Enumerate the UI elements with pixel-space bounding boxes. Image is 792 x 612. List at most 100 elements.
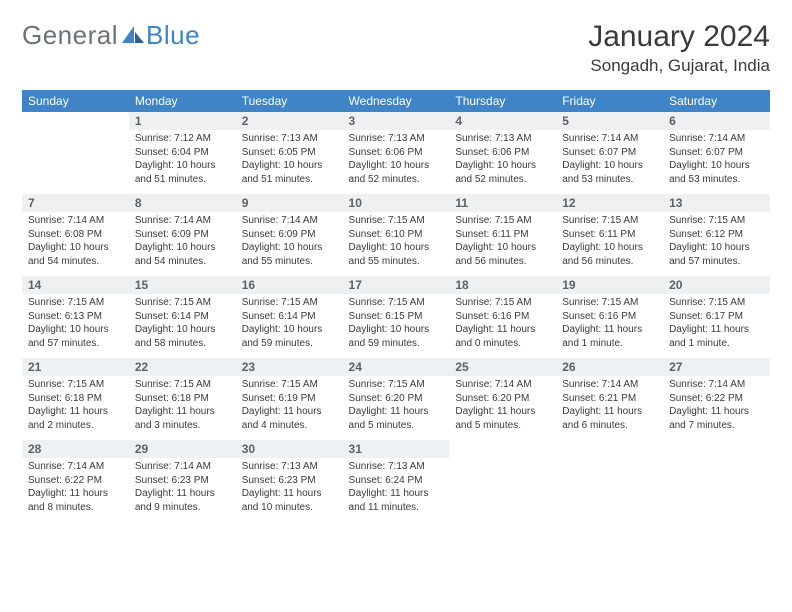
- day-number-cell: 10: [343, 194, 450, 212]
- page-header: General Blue January 2024 Songadh, Gujar…: [22, 20, 770, 76]
- day-content-cell: Sunrise: 7:14 AMSunset: 6:21 PMDaylight:…: [556, 376, 663, 440]
- day-content-cell: [556, 458, 663, 522]
- day-content-cell: Sunrise: 7:15 AMSunset: 6:17 PMDaylight:…: [663, 294, 770, 358]
- sunset-line: Sunset: 6:21 PM: [562, 392, 657, 406]
- sunset-line: Sunset: 6:19 PM: [242, 392, 337, 406]
- sunset-line: Sunset: 6:20 PM: [455, 392, 550, 406]
- day-number-cell: 19: [556, 276, 663, 294]
- day-content-cell: Sunrise: 7:13 AMSunset: 6:06 PMDaylight:…: [449, 130, 556, 194]
- daylight-line: Daylight: 10 hours and 53 minutes.: [669, 159, 764, 186]
- sunset-line: Sunset: 6:18 PM: [28, 392, 123, 406]
- title-block: January 2024 Songadh, Gujarat, India: [588, 20, 770, 76]
- day-number-cell: 9: [236, 194, 343, 212]
- day-content-cell: Sunrise: 7:15 AMSunset: 6:10 PMDaylight:…: [343, 212, 450, 276]
- day-number-row: 28293031: [22, 440, 770, 458]
- brand-sail-icon: [122, 26, 144, 49]
- day-content-cell: Sunrise: 7:15 AMSunset: 6:11 PMDaylight:…: [449, 212, 556, 276]
- sunset-line: Sunset: 6:16 PM: [562, 310, 657, 324]
- day-number-cell: 11: [449, 194, 556, 212]
- day-content-cell: Sunrise: 7:15 AMSunset: 6:12 PMDaylight:…: [663, 212, 770, 276]
- day-header: Tuesday: [236, 90, 343, 112]
- sunrise-line: Sunrise: 7:15 AM: [28, 378, 123, 392]
- day-number-cell: 13: [663, 194, 770, 212]
- daylight-line: Daylight: 10 hours and 57 minutes.: [28, 323, 123, 350]
- sunrise-line: Sunrise: 7:15 AM: [669, 214, 764, 228]
- sunrise-line: Sunrise: 7:12 AM: [135, 132, 230, 146]
- daylight-line: Daylight: 10 hours and 55 minutes.: [349, 241, 444, 268]
- sunrise-line: Sunrise: 7:14 AM: [135, 214, 230, 228]
- daylight-line: Daylight: 11 hours and 6 minutes.: [562, 405, 657, 432]
- day-content-cell: Sunrise: 7:14 AMSunset: 6:23 PMDaylight:…: [129, 458, 236, 522]
- sunset-line: Sunset: 6:11 PM: [562, 228, 657, 242]
- day-number-cell: [663, 440, 770, 458]
- sunrise-line: Sunrise: 7:13 AM: [242, 460, 337, 474]
- daylight-line: Daylight: 10 hours and 56 minutes.: [562, 241, 657, 268]
- daylight-line: Daylight: 10 hours and 52 minutes.: [455, 159, 550, 186]
- day-number-cell: 7: [22, 194, 129, 212]
- day-number-cell: [22, 112, 129, 130]
- day-content-cell: Sunrise: 7:15 AMSunset: 6:18 PMDaylight:…: [129, 376, 236, 440]
- sunrise-line: Sunrise: 7:15 AM: [135, 296, 230, 310]
- daylight-line: Daylight: 11 hours and 1 minute.: [669, 323, 764, 350]
- day-content-row: Sunrise: 7:12 AMSunset: 6:04 PMDaylight:…: [22, 130, 770, 194]
- day-content-cell: Sunrise: 7:14 AMSunset: 6:09 PMDaylight:…: [236, 212, 343, 276]
- sunset-line: Sunset: 6:22 PM: [669, 392, 764, 406]
- day-number-cell: 25: [449, 358, 556, 376]
- sunrise-line: Sunrise: 7:13 AM: [349, 132, 444, 146]
- daylight-line: Daylight: 11 hours and 10 minutes.: [242, 487, 337, 514]
- day-number-row: 123456: [22, 112, 770, 130]
- day-header: Friday: [556, 90, 663, 112]
- day-content-cell: Sunrise: 7:14 AMSunset: 6:07 PMDaylight:…: [556, 130, 663, 194]
- day-number-cell: 23: [236, 358, 343, 376]
- daylight-line: Daylight: 10 hours and 51 minutes.: [135, 159, 230, 186]
- day-number-cell: 3: [343, 112, 450, 130]
- sunset-line: Sunset: 6:22 PM: [28, 474, 123, 488]
- day-number-cell: 12: [556, 194, 663, 212]
- daylight-line: Daylight: 10 hours and 57 minutes.: [669, 241, 764, 268]
- sunrise-line: Sunrise: 7:15 AM: [455, 296, 550, 310]
- day-content-cell: [22, 130, 129, 194]
- day-content-cell: Sunrise: 7:14 AMSunset: 6:09 PMDaylight:…: [129, 212, 236, 276]
- month-title: January 2024: [588, 20, 770, 54]
- calendar-table: Sunday Monday Tuesday Wednesday Thursday…: [22, 90, 770, 522]
- daylight-line: Daylight: 11 hours and 11 minutes.: [349, 487, 444, 514]
- day-number-cell: 18: [449, 276, 556, 294]
- daylight-line: Daylight: 10 hours and 54 minutes.: [135, 241, 230, 268]
- sunrise-line: Sunrise: 7:13 AM: [349, 460, 444, 474]
- brand-part1: General: [22, 20, 118, 51]
- sunrise-line: Sunrise: 7:14 AM: [135, 460, 230, 474]
- day-content-cell: Sunrise: 7:15 AMSunset: 6:16 PMDaylight:…: [449, 294, 556, 358]
- sunrise-line: Sunrise: 7:15 AM: [349, 378, 444, 392]
- day-content-cell: Sunrise: 7:13 AMSunset: 6:06 PMDaylight:…: [343, 130, 450, 194]
- daylight-line: Daylight: 10 hours and 51 minutes.: [242, 159, 337, 186]
- location-text: Songadh, Gujarat, India: [588, 56, 770, 76]
- sunrise-line: Sunrise: 7:14 AM: [669, 132, 764, 146]
- day-number-cell: 14: [22, 276, 129, 294]
- day-number-cell: 5: [556, 112, 663, 130]
- day-content-cell: [663, 458, 770, 522]
- brand-logo: General Blue: [22, 20, 200, 51]
- sunset-line: Sunset: 6:09 PM: [135, 228, 230, 242]
- day-content-cell: Sunrise: 7:12 AMSunset: 6:04 PMDaylight:…: [129, 130, 236, 194]
- sunset-line: Sunset: 6:05 PM: [242, 146, 337, 160]
- daylight-line: Daylight: 11 hours and 5 minutes.: [455, 405, 550, 432]
- daylight-line: Daylight: 10 hours and 53 minutes.: [562, 159, 657, 186]
- day-header: Monday: [129, 90, 236, 112]
- day-number-row: 14151617181920: [22, 276, 770, 294]
- day-content-cell: Sunrise: 7:14 AMSunset: 6:08 PMDaylight:…: [22, 212, 129, 276]
- day-header: Thursday: [449, 90, 556, 112]
- sunrise-line: Sunrise: 7:14 AM: [455, 378, 550, 392]
- sunrise-line: Sunrise: 7:14 AM: [562, 132, 657, 146]
- day-number-cell: 27: [663, 358, 770, 376]
- sunset-line: Sunset: 6:24 PM: [349, 474, 444, 488]
- daylight-line: Daylight: 11 hours and 0 minutes.: [455, 323, 550, 350]
- day-number-cell: [449, 440, 556, 458]
- sunset-line: Sunset: 6:17 PM: [669, 310, 764, 324]
- daylight-line: Daylight: 10 hours and 59 minutes.: [349, 323, 444, 350]
- daylight-line: Daylight: 11 hours and 7 minutes.: [669, 405, 764, 432]
- day-number-cell: 29: [129, 440, 236, 458]
- day-content-cell: Sunrise: 7:15 AMSunset: 6:11 PMDaylight:…: [556, 212, 663, 276]
- day-content-cell: Sunrise: 7:15 AMSunset: 6:14 PMDaylight:…: [129, 294, 236, 358]
- day-content-row: Sunrise: 7:15 AMSunset: 6:18 PMDaylight:…: [22, 376, 770, 440]
- sunrise-line: Sunrise: 7:15 AM: [669, 296, 764, 310]
